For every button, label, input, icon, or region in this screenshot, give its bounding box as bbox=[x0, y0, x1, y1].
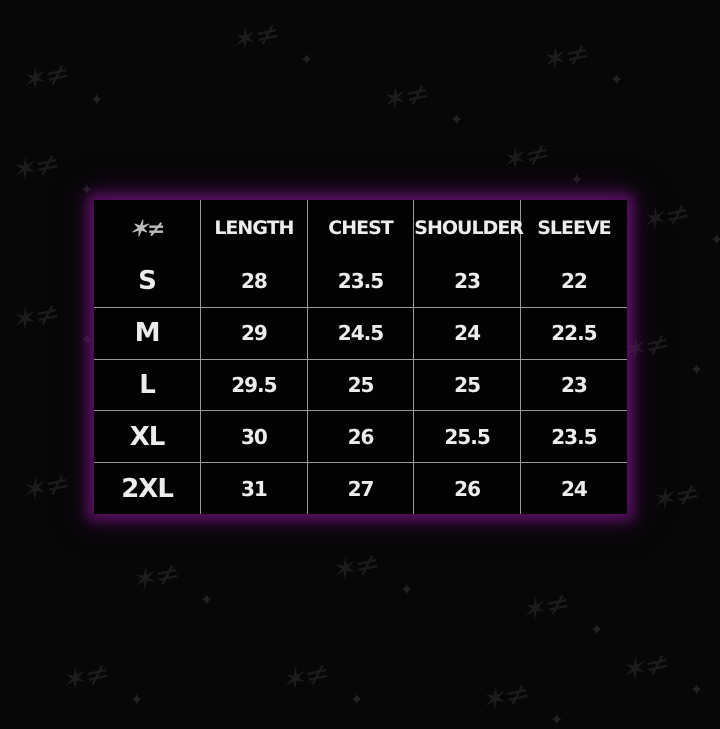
star-icon: ✦ bbox=[350, 690, 364, 709]
graffiti-watermark: ✶≠ bbox=[56, 655, 114, 700]
graffiti-watermark: ✶≠ bbox=[326, 545, 384, 590]
graffiti-watermark: ✶≠ bbox=[226, 15, 284, 60]
size-label: XL bbox=[94, 410, 202, 464]
measurement-cell: 29 bbox=[200, 306, 308, 360]
table-row: XL 30 26 25.5 23.5 bbox=[94, 410, 627, 464]
table-row: M 29 24.5 24 22.5 bbox=[94, 306, 627, 360]
measurement-cell: 23 bbox=[519, 358, 627, 412]
header-chest: CHEST bbox=[306, 200, 415, 256]
measurement-cell: 23 bbox=[413, 256, 521, 308]
star-icon: ✦ bbox=[610, 70, 624, 89]
graffiti-watermark: ✶≠ bbox=[616, 645, 674, 690]
table-row: 2XL 31 27 26 24 bbox=[94, 462, 627, 514]
star-icon: ✦ bbox=[570, 170, 584, 189]
graffiti-logo-icon: ✶≠ bbox=[94, 200, 202, 256]
graffiti-watermark: ✶≠ bbox=[126, 555, 184, 600]
measurement-cell: 23.5 bbox=[306, 256, 415, 308]
header-sleeve: SLEEVE bbox=[519, 200, 627, 256]
measurement-cell: 22 bbox=[519, 256, 627, 308]
star-icon: ✦ bbox=[80, 330, 94, 349]
measurement-cell: 24.5 bbox=[306, 306, 415, 360]
graffiti-watermark: ✶≠ bbox=[6, 145, 64, 190]
size-label: 2XL bbox=[94, 462, 202, 514]
star-icon: ✦ bbox=[450, 110, 464, 129]
measurement-cell: 27 bbox=[306, 462, 415, 514]
measurement-cell: 26 bbox=[306, 410, 415, 464]
star-icon: ✦ bbox=[590, 620, 604, 639]
star-icon: ✦ bbox=[400, 580, 414, 599]
measurement-cell: 25 bbox=[306, 358, 415, 412]
graffiti-watermark: ✶≠ bbox=[646, 475, 704, 520]
graffiti-watermark: ✶≠ bbox=[516, 585, 574, 630]
measurement-cell: 24 bbox=[413, 306, 521, 360]
star-icon: ✦ bbox=[690, 360, 704, 379]
measurement-cell: 31 bbox=[200, 462, 308, 514]
size-label: M bbox=[94, 306, 202, 360]
star-icon: ✦ bbox=[710, 230, 720, 249]
star-icon: ✦ bbox=[90, 90, 104, 109]
star-icon: ✦ bbox=[80, 180, 94, 199]
header-row: ✶≠ LENGTH CHEST SHOULDER SLEEVE bbox=[94, 200, 627, 256]
star-icon: ✦ bbox=[130, 690, 144, 709]
star-icon: ✦ bbox=[300, 50, 314, 69]
measurement-cell: 26 bbox=[413, 462, 521, 514]
size-table: ✶≠ LENGTH CHEST SHOULDER SLEEVE S 28 23.5 2… bbox=[94, 200, 627, 514]
graffiti-watermark: ✶≠ bbox=[276, 655, 334, 700]
size-label: S bbox=[94, 256, 202, 308]
star-icon: ✦ bbox=[200, 590, 214, 609]
measurement-cell: 24 bbox=[519, 462, 627, 514]
graffiti-watermark: ✶≠ bbox=[536, 35, 594, 80]
header-shoulder: SHOULDER bbox=[413, 200, 524, 256]
measurement-cell: 22.5 bbox=[519, 306, 627, 360]
size-chart: ✶≠ LENGTH CHEST SHOULDER SLEEVE S 28 23.5 2… bbox=[94, 200, 627, 514]
graffiti-watermark: ✶≠ bbox=[16, 465, 74, 510]
graffiti-watermark: ✶≠ bbox=[636, 195, 694, 240]
measurement-cell: 29.5 bbox=[200, 358, 308, 412]
star-icon: ✦ bbox=[690, 680, 704, 699]
measurement-cell: 25 bbox=[413, 358, 521, 412]
graffiti-watermark: ✶≠ bbox=[6, 295, 64, 340]
table-row: S 28 23.5 23 22 bbox=[94, 256, 627, 308]
graffiti-watermark: ✶≠ bbox=[16, 55, 74, 100]
graffiti-watermark: ✶≠ bbox=[476, 675, 534, 720]
measurement-cell: 28 bbox=[200, 256, 308, 308]
table-row: L 29.5 25 25 23 bbox=[94, 358, 627, 412]
measurement-cell: 30 bbox=[200, 410, 308, 464]
measurement-cell: 23.5 bbox=[519, 410, 627, 464]
header-length: LENGTH bbox=[200, 200, 308, 256]
measurement-cell: 25.5 bbox=[413, 410, 521, 464]
size-label: L bbox=[94, 358, 202, 412]
graffiti-watermark: ✶≠ bbox=[376, 75, 434, 120]
graffiti-watermark: ✶≠ bbox=[496, 135, 554, 180]
